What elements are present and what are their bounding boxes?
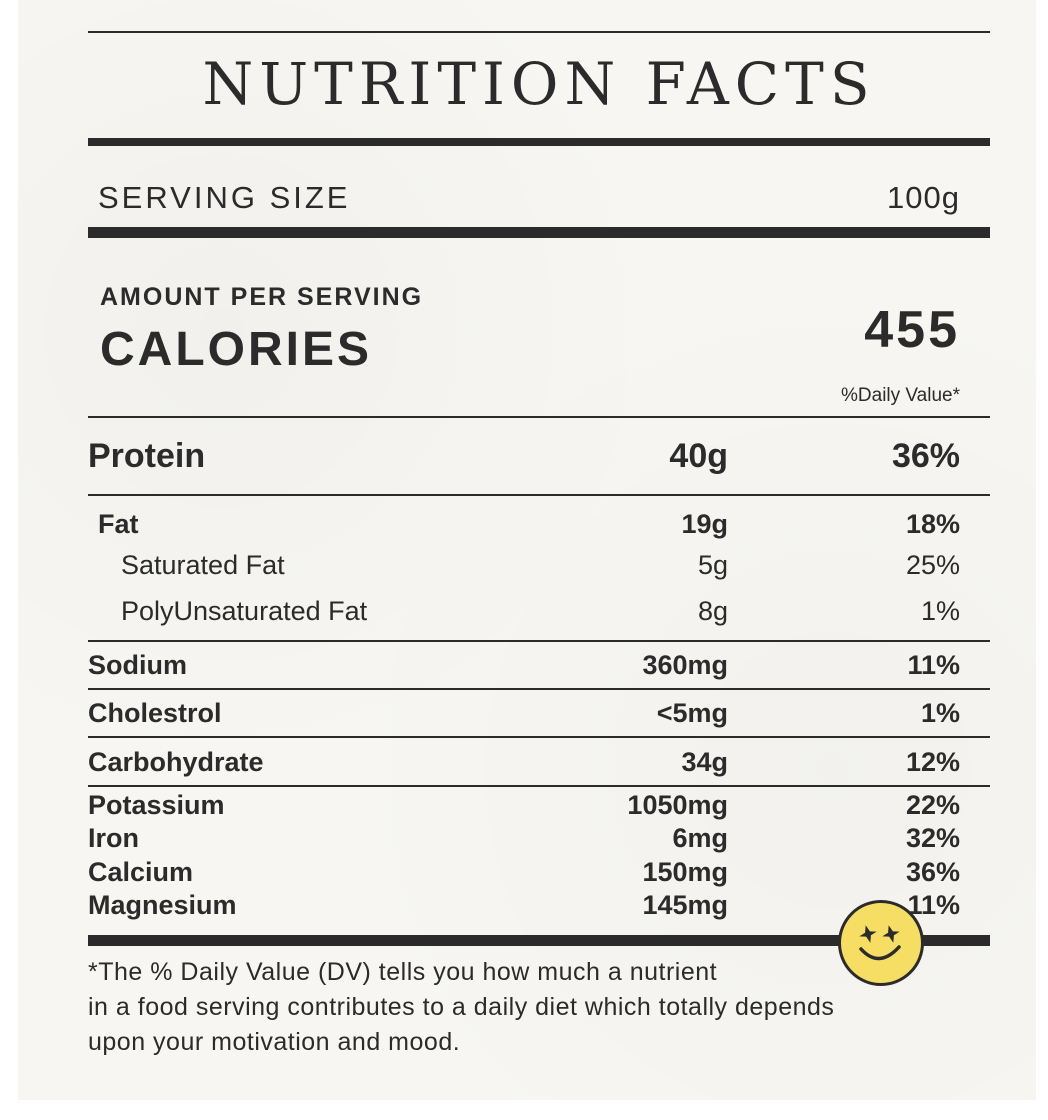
nutrient-label-polyunsaturated-fat: PolyUnsaturated Fat [121,596,368,626]
nutrient-dv-sodium: 11% [907,650,960,680]
nutrient-dv-iron: 32% [905,823,960,853]
nutrient-amount-saturated-fat: 5g [697,550,728,580]
calories-value: 455 [864,301,960,359]
top-rule [88,31,990,33]
nutrient-amount-magnesium: 145mg [642,890,728,920]
nutrient-amount-protein: 40g [669,437,728,475]
bottom-divider [88,935,990,946]
nutrient-amount-iron: 6mg [672,823,728,853]
nutrient-amount-carbohydrate: 34g [681,747,728,777]
nutrient-dv-fat: 18% [905,509,960,539]
row-divider [88,688,990,690]
star-eyes-smiley-icon [838,900,924,986]
footnote-line: *The % Daily Value (DV) tells you how mu… [88,958,718,986]
nutrition-label: NUTRITION FACTS SERVING SIZE 100g AMOUNT… [18,0,1036,1100]
row-divider [88,736,990,738]
footnote: *The % Daily Value (DV) tells you how mu… [88,955,998,1060]
nutrient-label-magnesium: Magnesium [88,890,237,920]
nutrient-dv-carbohydrate: 12% [905,747,960,777]
serving-size-value: 100g [887,180,960,215]
nutrient-dv-cholestrol: 1% [920,698,960,728]
calories-label: CALORIES [100,323,373,376]
nutrient-label-cholestrol: Cholestrol [88,698,222,728]
row-divider [88,494,990,496]
nutrient-dv-potassium: 22% [905,790,960,820]
star-eyes-smiley-glyph [859,925,901,961]
page-title: NUTRITION FACTS [202,50,876,118]
nutrient-dv-saturated-fat: 25% [905,550,960,580]
footnote-line: upon your motivation and mood. [88,1028,461,1056]
nutrient-label-sodium: Sodium [88,650,187,680]
nutrient-amount-fat: 19g [681,509,728,539]
nutrient-amount-polyunsaturated-fat: 8g [697,596,728,626]
row-divider [88,640,990,642]
serving-size-label: SERVING SIZE [98,180,351,215]
title-divider [88,138,990,146]
nutrient-label-calcium: Calcium [88,857,194,887]
nutrient-dv-polyunsaturated-fat: 1% [920,596,960,626]
nutrient-dv-calcium: 36% [905,857,960,887]
footnote-line: in a food serving contributes to a daily… [88,993,835,1021]
nutrient-amount-sodium: 360mg [642,650,728,680]
nutrient-label-fat: Fat [98,509,139,539]
nutrient-label-iron: Iron [88,823,139,853]
daily-value-header: %Daily Value* [841,385,960,406]
nutrient-label-carbohydrate: Carbohydrate [88,747,264,777]
nutrient-amount-cholestrol: <5mg [656,698,728,728]
row-divider [88,785,990,787]
nutrient-label-potassium: Potassium [88,790,225,820]
serving-divider [88,227,990,238]
nutrient-amount-calcium: 150mg [642,857,728,887]
nutrient-label-saturated-fat: Saturated Fat [121,550,285,580]
nutrient-dv-protein: 36% [891,437,960,475]
nutrient-dv-magnesium: 11% [907,890,960,920]
amount-per-serving-label: AMOUNT PER SERVING [100,283,424,311]
nutrient-amount-potassium: 1050mg [627,790,728,820]
nutrient-label-protein: Protein [88,437,206,475]
calories-divider [88,416,990,418]
